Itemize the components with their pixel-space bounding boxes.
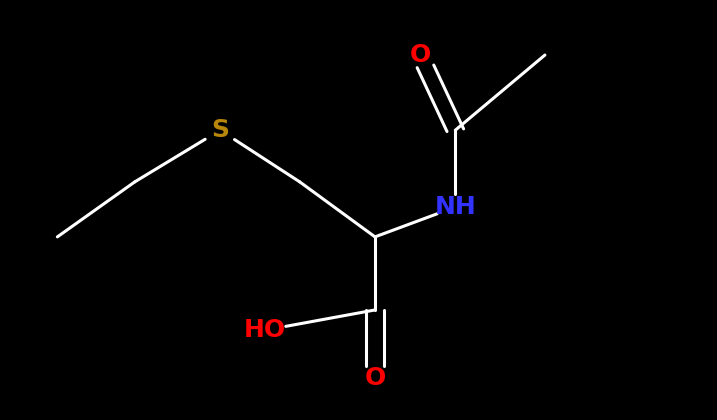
Text: S: S [211,118,229,142]
Text: O: O [409,43,431,67]
Text: HO: HO [244,318,286,342]
Text: NH: NH [435,195,476,219]
Text: O: O [364,366,386,390]
